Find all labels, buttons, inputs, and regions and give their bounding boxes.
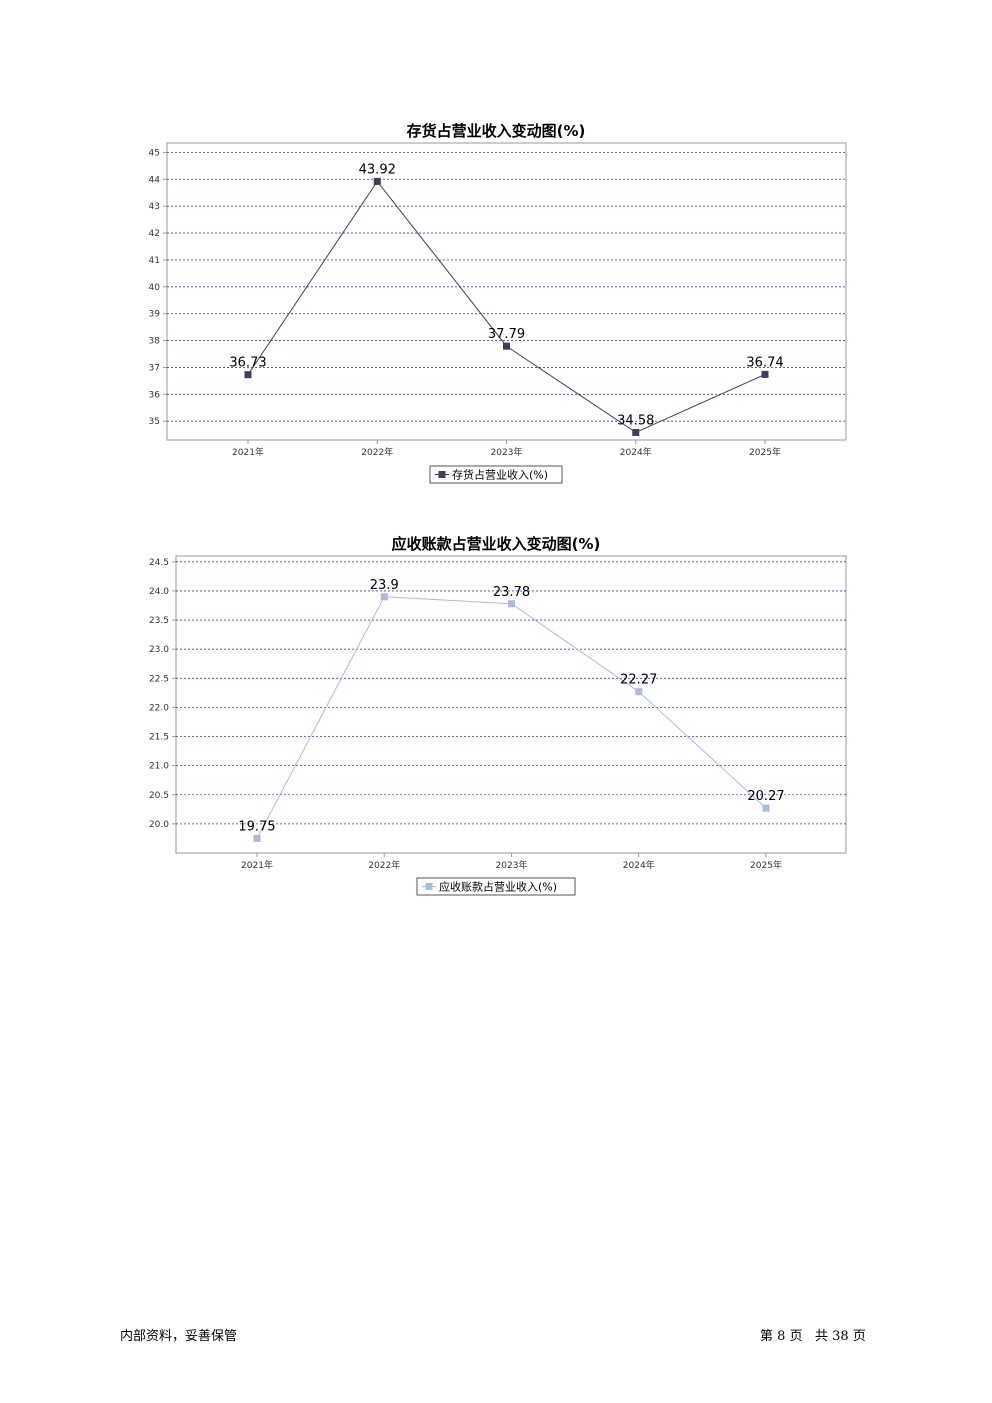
inventory-chart-svg: 35 36 37 38 39 40 41 42 43 44 45 2021年 2022年 2023年 202…	[149, 142, 847, 484]
y-tick-label: 38	[149, 337, 161, 347]
data-point	[762, 804, 770, 812]
y-tick-label: 45	[149, 148, 160, 158]
data-label: 36.73	[229, 356, 266, 371]
y-tick-label: 24.0	[149, 587, 169, 597]
data-label: 23.78	[493, 585, 530, 600]
data-label: 43.92	[359, 162, 396, 177]
y-tick-label: 35	[149, 417, 160, 427]
data-label: 20.27	[747, 789, 784, 804]
receivables-chart-svg: 20.0 20.5 21.0 21.5 22.0 22.5 23.0 23.5 24.0 24.5…	[149, 555, 847, 896]
page-number: 8	[777, 1329, 786, 1344]
footer-confidential-note: 内部资料，妥善保管	[120, 1329, 238, 1344]
legend-marker-sample	[438, 471, 446, 478]
page-prefix: 第	[760, 1329, 774, 1344]
x-tick-label: 2024年	[620, 446, 652, 458]
x-tick-label: 2023年	[491, 446, 523, 458]
data-label: 23.9	[370, 578, 399, 593]
legend-label: 存货占营业收入(%)	[452, 468, 548, 482]
y-tick-label: 40	[149, 283, 161, 293]
y-tick-label: 20.5	[149, 791, 169, 801]
data-point	[761, 370, 769, 378]
x-tick-label: 2025年	[749, 446, 781, 458]
y-tick-label: 39	[149, 310, 161, 320]
x-tick-label: 2021年	[241, 859, 273, 871]
total-label: 页	[852, 1329, 866, 1344]
total-prefix: 共	[815, 1329, 829, 1344]
y-tick-label: 42	[149, 229, 160, 239]
y-tick-label: 24.5	[149, 558, 169, 568]
x-tick-label: 2021年	[232, 446, 264, 458]
data-label: 37.79	[488, 327, 525, 342]
data-point	[635, 688, 643, 696]
y-tick-label: 22.5	[149, 674, 169, 684]
x-tick-label: 2024年	[623, 859, 655, 871]
legend: 应收账款占营业收入(%)	[416, 877, 576, 896]
data-point	[380, 593, 388, 601]
data-point	[253, 834, 261, 842]
y-tick-label: 43	[149, 202, 160, 212]
y-tick-label: 23.5	[149, 616, 169, 626]
data-label: 22.27	[620, 673, 657, 688]
y-tick-label: 36	[149, 390, 161, 400]
data-point	[503, 342, 510, 350]
legend-marker-sample	[425, 883, 433, 890]
x-tick-label: 2025年	[750, 859, 782, 871]
x-tick-label: 2022年	[368, 859, 400, 871]
y-tick-label: 20.0	[149, 820, 169, 830]
page-label: 页	[789, 1329, 803, 1344]
legend-box	[429, 465, 563, 484]
x-tick-label: 2022年	[361, 446, 393, 458]
legend: 存货占营业收入(%)	[429, 465, 563, 484]
y-tick-label: 21.0	[149, 762, 169, 772]
legend-label: 应收账款占营业收入(%)	[439, 880, 557, 894]
x-tick-label: 2023年	[496, 859, 528, 871]
total-pages: 38	[832, 1329, 849, 1344]
data-label: 19.75	[238, 819, 275, 834]
data-point	[508, 600, 515, 608]
y-tick-label: 41	[149, 256, 160, 266]
footer-page-info: 第 8 页 共 38 页	[760, 1325, 866, 1344]
y-tick-label: 44	[149, 175, 161, 185]
y-tick-label: 21.5	[149, 733, 169, 743]
data-label: 36.74	[746, 355, 783, 370]
chart-title: 应收账款占营业收入变动图(%)	[391, 535, 601, 553]
y-tick-label: 22.0	[149, 703, 169, 713]
y-tick-label: 23.0	[149, 645, 169, 655]
chart-title: 存货占营业收入变动图(%)	[406, 122, 586, 140]
plot-area	[166, 142, 847, 441]
data-point	[373, 177, 381, 185]
data-point	[632, 428, 640, 436]
data-label: 34.58	[617, 413, 654, 428]
legend-box	[416, 877, 576, 896]
data-point	[244, 371, 252, 379]
y-tick-label: 37	[149, 363, 160, 373]
